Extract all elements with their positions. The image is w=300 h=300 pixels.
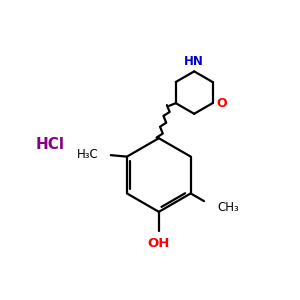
Text: CH₃: CH₃ xyxy=(217,201,239,214)
Text: HN: HN xyxy=(184,55,204,68)
Text: HCl: HCl xyxy=(35,136,64,152)
Text: H₃C: H₃C xyxy=(77,148,99,161)
Text: O: O xyxy=(216,97,227,110)
Text: OH: OH xyxy=(148,237,170,250)
